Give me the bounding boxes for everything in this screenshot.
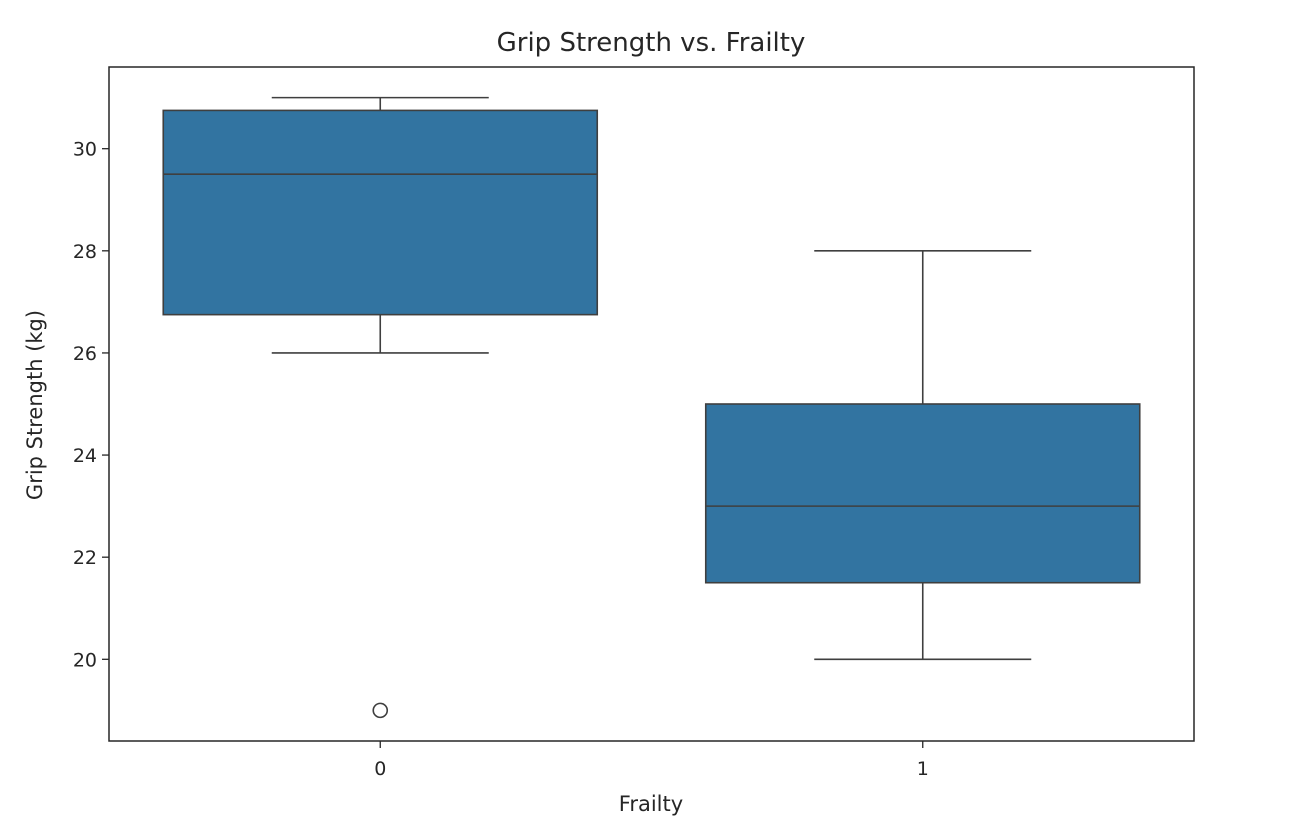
box-iqr — [162, 109, 599, 316]
y-axis-ticks: 20 22 24 26 28 30 — [73, 139, 109, 671]
chart-title: Grip Strength vs. Frailty — [497, 28, 806, 58]
x-tick-label: 1 — [917, 758, 929, 780]
y-tick-label: 24 — [73, 445, 97, 467]
box-iqr — [704, 403, 1141, 584]
y-tick-label: 20 — [73, 649, 97, 671]
plot-area — [162, 96, 1141, 719]
plot-frame — [108, 66, 1195, 742]
x-tick-label: 0 — [374, 758, 386, 780]
box-group-0 — [162, 96, 599, 719]
box-group-1 — [704, 250, 1141, 661]
y-tick-label: 22 — [73, 547, 97, 569]
y-tick-label: 30 — [73, 139, 97, 161]
y-axis-label: Grip Strength (kg) — [23, 310, 47, 500]
y-tick-label: 28 — [73, 241, 97, 263]
y-tick-label: 26 — [73, 343, 97, 365]
x-axis-label: Frailty — [619, 792, 683, 816]
outlier-point — [372, 702, 389, 719]
